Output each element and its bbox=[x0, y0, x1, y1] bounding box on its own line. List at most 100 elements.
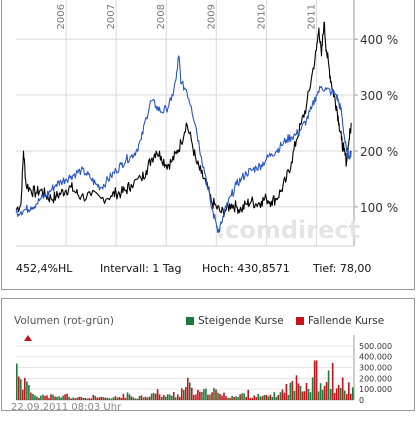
volume-bar-falling bbox=[233, 397, 235, 400]
volume-bar-falling bbox=[301, 391, 304, 400]
volume-bar-rising bbox=[110, 398, 113, 400]
volume-bar-falling bbox=[297, 383, 300, 400]
volume-bar-rising bbox=[299, 385, 302, 400]
volume-bar-rising bbox=[52, 394, 54, 400]
volume-bar-rising bbox=[20, 379, 22, 400]
volume-bar-rising bbox=[241, 393, 243, 400]
volume-bar-rising bbox=[94, 396, 97, 400]
volume-bar-falling bbox=[136, 398, 139, 400]
volume-bar-rising bbox=[76, 397, 78, 400]
volume-bar-falling bbox=[80, 396, 82, 400]
volume-bar-rising bbox=[271, 396, 274, 400]
x-year-label: 2010 bbox=[256, 4, 267, 29]
volume-bar-rising bbox=[60, 397, 62, 400]
volume-bar-falling bbox=[78, 396, 80, 400]
volume-bar-falling bbox=[337, 384, 340, 400]
volume-bar-rising bbox=[287, 395, 290, 400]
volume-bar-rising bbox=[273, 392, 276, 400]
volume-bar-rising bbox=[28, 385, 30, 400]
volume-bar-falling bbox=[333, 393, 336, 400]
volume-bar-falling bbox=[156, 389, 159, 400]
volume-bar-falling bbox=[64, 394, 66, 400]
volume-bar-rising bbox=[235, 396, 237, 400]
volume-bar-rising bbox=[142, 397, 145, 400]
volume-bar-falling bbox=[187, 377, 189, 400]
volume-bar-falling bbox=[207, 394, 209, 400]
volume-bar-rising bbox=[259, 396, 261, 400]
volume-bar-falling bbox=[315, 360, 318, 400]
volume-bar-rising bbox=[68, 396, 70, 400]
volume-bar-rising bbox=[168, 394, 171, 400]
volume-bar-rising bbox=[327, 370, 330, 400]
volume-bar-falling bbox=[90, 398, 92, 400]
volume-bar-rising bbox=[32, 393, 34, 400]
legend-rising-label: Steigende Kurse bbox=[198, 315, 284, 327]
x-year-label: 2006 bbox=[56, 4, 67, 29]
volume-bar-falling bbox=[281, 389, 284, 400]
volume-bar-rising bbox=[309, 392, 312, 400]
volume-bar-falling bbox=[221, 395, 223, 400]
volume-bar-falling bbox=[341, 377, 344, 400]
volume-bar-falling bbox=[158, 394, 161, 400]
volume-bar-rising bbox=[108, 398, 111, 400]
volume-bar-rising bbox=[160, 397, 163, 400]
volume-bar-falling bbox=[48, 398, 50, 400]
vol-tick-label: 200.000 bbox=[359, 374, 392, 383]
volume-bar-rising bbox=[152, 393, 155, 400]
volume-bar-falling bbox=[331, 362, 334, 400]
footer-timestamp: 22.09.2011 08:03 Uhr bbox=[11, 402, 122, 413]
volume-bar-falling bbox=[325, 381, 328, 400]
volume-bar-falling bbox=[219, 393, 221, 400]
volume-bar-falling bbox=[104, 397, 107, 400]
stat-high: Hoch: 430,8571 bbox=[202, 262, 290, 275]
volume-bar-rising bbox=[56, 396, 58, 400]
volume-bar-falling bbox=[54, 396, 56, 400]
volume-bar-falling bbox=[249, 398, 251, 400]
volume-bar-falling bbox=[277, 395, 280, 400]
x-year-label: 2011 bbox=[306, 4, 317, 29]
volume-bar-falling bbox=[30, 392, 32, 400]
volume-bar-falling bbox=[350, 393, 352, 400]
volume-bar-falling bbox=[154, 393, 157, 400]
volume-bar-rising bbox=[116, 397, 119, 400]
volume-bar-rising bbox=[201, 391, 203, 400]
volume-bar-falling bbox=[140, 395, 143, 400]
volume-bar-rising bbox=[213, 387, 215, 400]
vol-tick-label: 100.000 bbox=[359, 385, 392, 394]
volume-bar-falling bbox=[303, 391, 306, 400]
volume-bar-rising bbox=[279, 392, 282, 400]
volume-bar-falling bbox=[100, 396, 103, 400]
volume-bar-rising bbox=[86, 398, 88, 400]
x-year-label: 2009 bbox=[206, 4, 217, 29]
volume-bar-falling bbox=[195, 394, 197, 400]
watermark-text: .comdirect bbox=[216, 216, 360, 244]
volume-bar-rising bbox=[343, 390, 346, 400]
volume-bar-rising bbox=[170, 395, 173, 400]
volume-bar-rising bbox=[257, 394, 259, 400]
volume-bar-falling bbox=[245, 396, 247, 400]
volume-bar-falling bbox=[191, 387, 193, 400]
volume-bar-rising bbox=[209, 394, 211, 400]
volume-bar-rising bbox=[307, 389, 310, 400]
volume-bar-falling bbox=[44, 395, 46, 400]
volume-bar-falling bbox=[197, 389, 199, 400]
volume-overflow-marker bbox=[24, 335, 32, 341]
volume-bar-rising bbox=[237, 396, 239, 400]
volume-bar-falling bbox=[185, 387, 187, 400]
volume-bar-falling bbox=[88, 398, 90, 400]
volume-bar-falling bbox=[84, 398, 86, 400]
volume-bar-falling bbox=[265, 394, 268, 400]
volume-bar-falling bbox=[211, 392, 213, 400]
volume-bar-rising bbox=[164, 396, 167, 400]
volume-bar-falling bbox=[66, 393, 68, 400]
volume-bar-falling bbox=[323, 385, 326, 400]
volume-bar-falling bbox=[255, 397, 257, 400]
volume-bar-falling bbox=[225, 396, 227, 400]
volume-bar-falling bbox=[122, 393, 125, 400]
volume-bar-falling bbox=[261, 396, 264, 400]
price-chart-panel: 100 % 200 % 300 % 400 % 2006 2007 2008 2009 2010… bbox=[1, 0, 415, 290]
volume-bar-rising bbox=[150, 393, 153, 400]
series-line-black bbox=[15, 21, 352, 218]
volume-bar-rising bbox=[189, 382, 191, 400]
